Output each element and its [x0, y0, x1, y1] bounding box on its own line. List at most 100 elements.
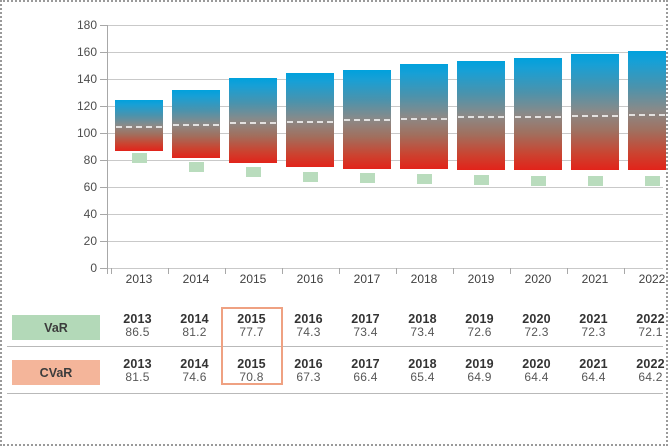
percentile-bar-2016: [286, 73, 334, 168]
x-axis-label: 2021: [581, 272, 609, 286]
table-year-header: 2016: [294, 357, 323, 371]
cvar-marker-2016: [302, 171, 318, 182]
median-dashed-line: [458, 116, 504, 119]
x-axis-label: 2018: [410, 272, 438, 286]
y-axis-tick: [100, 24, 107, 26]
table-bottom-rule: [7, 393, 663, 394]
table-year-header: 2017: [351, 357, 380, 371]
percentile-bar-2018: [400, 63, 448, 169]
y-axis-tick: [100, 159, 107, 161]
gridline: [107, 186, 663, 188]
y-axis-tick: [100, 51, 107, 53]
table-year-header: 2014: [180, 312, 209, 326]
y-axis-label: 100: [76, 125, 97, 140]
gridline: [107, 24, 663, 26]
y-axis-label: 0: [90, 260, 97, 275]
x-axis-tick: [338, 267, 340, 274]
x-axis-label: 2020: [524, 272, 552, 286]
percentile-bar-2019: [457, 61, 505, 170]
table-year-header: 2019: [465, 357, 494, 371]
bar-chart-plot-area: 0 20 40 60 80 100 120 140 160 180 2013 2014 2015 2016…: [2, 2, 666, 302]
table-cell-value: 70.8: [239, 370, 264, 384]
gridline: [107, 51, 663, 53]
x-axis-tick: [167, 267, 169, 274]
y-axis-label: 80: [83, 152, 97, 167]
table-cell-value: 74.3: [296, 325, 321, 339]
table-cell-value: 86.5: [125, 325, 150, 339]
table-year-header: 2022: [636, 312, 665, 326]
x-axis-tick: [281, 267, 283, 274]
x-axis-label: 2015: [239, 272, 267, 286]
table-year-header: 2018: [408, 357, 437, 371]
y-axis-tick: [100, 186, 107, 188]
table-cell-value: 64.4: [581, 370, 606, 384]
x-axis-tick: [110, 267, 112, 274]
y-axis-tick: [100, 267, 107, 269]
percentile-bar-2014: [172, 89, 220, 159]
percentile-legend: Percentile CVaR 510152025303540455055606…: [2, 398, 666, 444]
x-axis-tick: [509, 267, 511, 274]
y-axis-tick: [100, 132, 107, 134]
median-dashed-line: [344, 119, 390, 122]
x-axis-tick: [395, 267, 397, 274]
y-axis-label: 120: [76, 98, 97, 113]
percentile-bar-2022: [628, 51, 666, 171]
table-cell-value: 66.4: [353, 370, 378, 384]
median-dashed-line: [173, 123, 219, 126]
median-dashed-line: [401, 117, 447, 120]
gridline: [107, 213, 663, 215]
cvar-marker-2013: [131, 152, 147, 163]
cvar-marker-2020: [530, 175, 546, 186]
median-dashed-line: [230, 121, 276, 124]
cvar-marker-2018: [416, 174, 432, 185]
y-axis-label: 20: [83, 233, 97, 248]
x-axis-tick: [623, 267, 625, 274]
percentile-bar-2021: [571, 54, 619, 171]
x-axis-tick: [452, 267, 454, 274]
table-year-header: 2022: [636, 357, 665, 371]
y-axis-label: 160: [76, 44, 97, 59]
table-row-separator: [7, 346, 663, 347]
table-cell-value: 72.3: [524, 325, 549, 339]
table-year-header: 2013: [123, 312, 152, 326]
percentile-bar-2013: [115, 100, 163, 151]
table-cell-value: 72.3: [581, 325, 606, 339]
table-cell-value: 73.4: [353, 325, 378, 339]
table-cell-value: 72.6: [467, 325, 492, 339]
y-axis-label: 180: [76, 17, 97, 32]
table-cell-value: 73.4: [410, 325, 435, 339]
x-axis-label: 2017: [353, 272, 381, 286]
row-label-cvar: CVaR: [12, 360, 100, 385]
x-axis-label: 2019: [467, 272, 495, 286]
percentile-bar-2017: [343, 69, 391, 169]
table-year-header: 2015: [237, 312, 266, 326]
gridline: [107, 267, 663, 269]
table-cell-value: 64.9: [467, 370, 492, 384]
table-year-header: 2020: [522, 357, 551, 371]
table-year-header: 2018: [408, 312, 437, 326]
cvar-marker-2019: [473, 175, 489, 186]
y-axis-tick: [100, 240, 107, 242]
median-dashed-line: [287, 120, 333, 123]
table-year-header: 2021: [579, 312, 608, 326]
table-cell-value: 65.4: [410, 370, 435, 384]
x-axis-tick: [566, 267, 568, 274]
x-axis-label: 2014: [182, 272, 210, 286]
x-axis-tick: [224, 267, 226, 274]
table-cell-value: 74.6: [182, 370, 207, 384]
gridline: [107, 240, 663, 242]
table-year-header: 2021: [579, 357, 608, 371]
median-dashed-line: [116, 125, 162, 128]
table-year-header: 2013: [123, 357, 152, 371]
cvar-marker-2014: [188, 161, 204, 172]
row-label-var: VaR: [12, 315, 100, 340]
table-cell-value: 77.7: [239, 325, 264, 339]
table-cell-value: 72.1: [638, 325, 663, 339]
cvar-marker-2017: [359, 173, 375, 184]
table-year-header: 2015: [237, 357, 266, 371]
var-cvar-table: VaR 2013 86.5 2014 81.2 2015 77.7 2016 74.3 2017 7…: [2, 298, 666, 398]
table-year-header: 2016: [294, 312, 323, 326]
median-dashed-line: [515, 115, 561, 118]
cvar-marker-2021: [587, 175, 603, 186]
table-year-header: 2020: [522, 312, 551, 326]
